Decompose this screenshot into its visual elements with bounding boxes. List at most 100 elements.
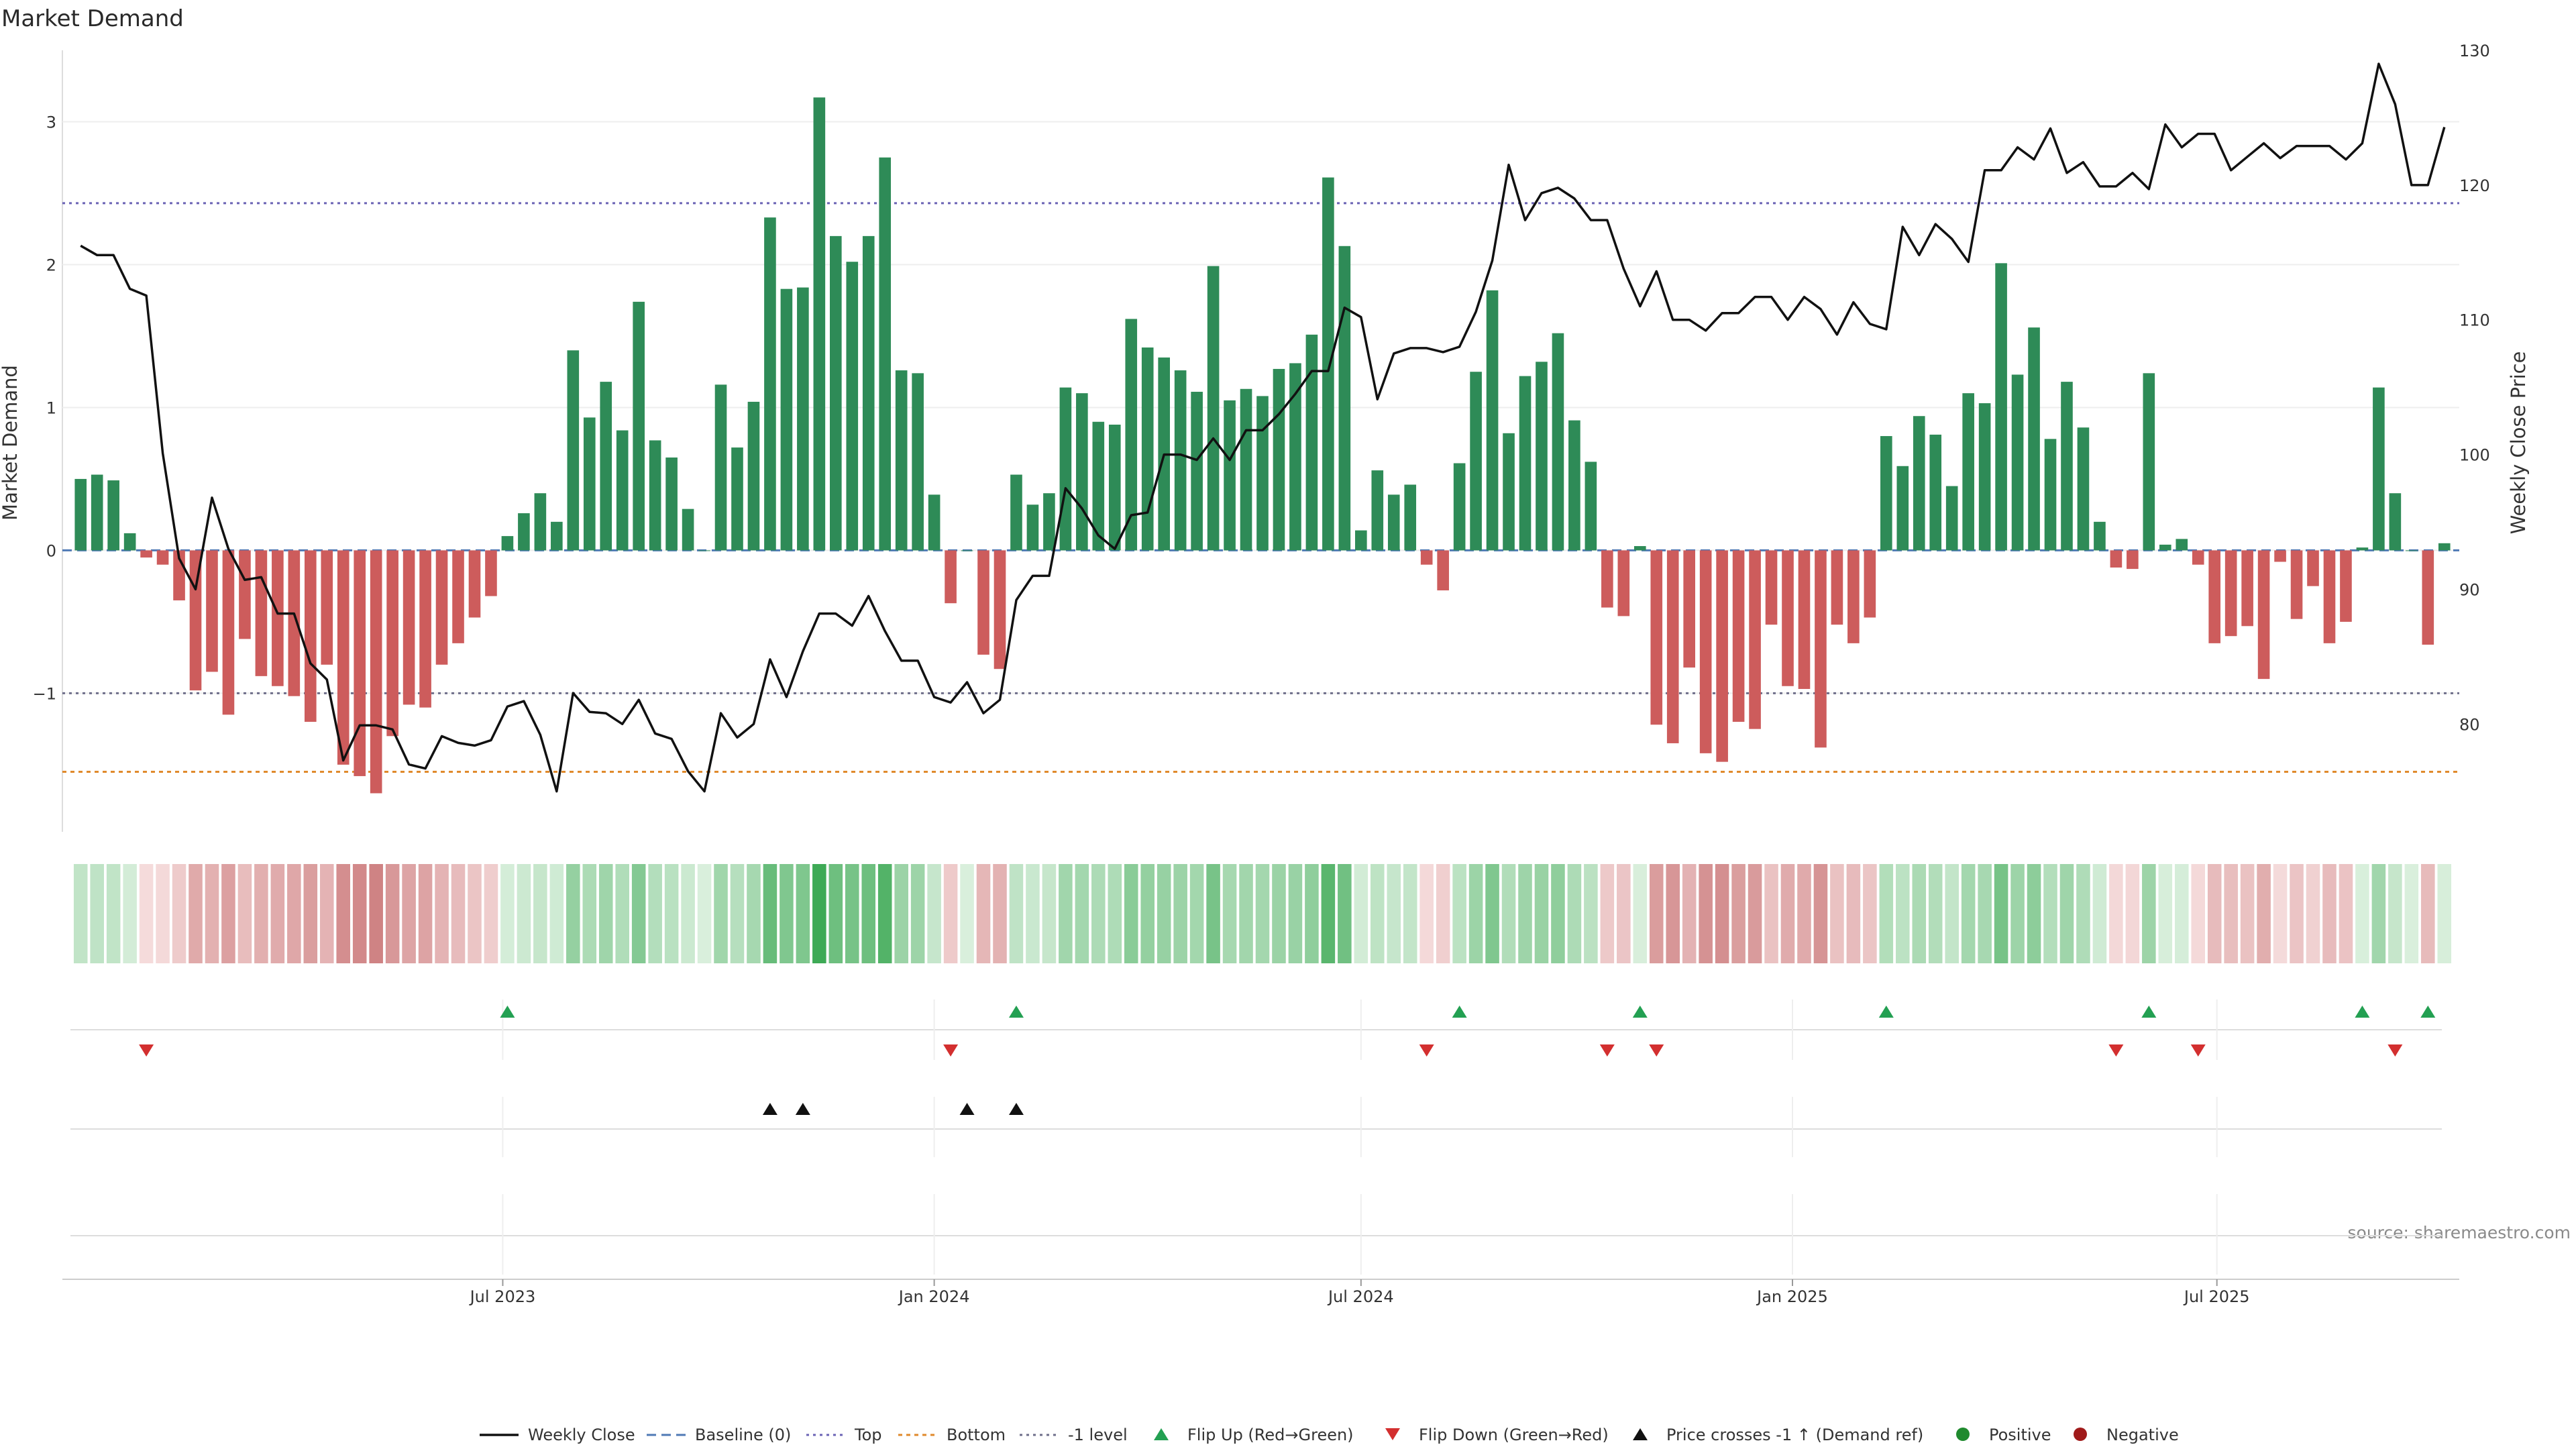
- demand-bar: [1273, 368, 1285, 551]
- demand-heat-cell: [189, 864, 203, 963]
- demand-heat-cell: [1387, 864, 1401, 963]
- legend-flip-down-swatch: [1385, 1428, 1400, 1440]
- demand-heat-cell: [106, 864, 121, 963]
- demand-heat-cell: [2010, 864, 2025, 963]
- demand-heat-cell: [796, 864, 810, 963]
- demand-heat-cell: [1075, 864, 1089, 963]
- demand-bar: [1633, 546, 1646, 551]
- demand-heat-cell: [730, 864, 745, 963]
- demand-heat-cell: [780, 864, 794, 963]
- demand-heat-cell: [1108, 864, 1122, 963]
- demand-bar: [764, 217, 776, 551]
- demand-heat-cell: [1485, 864, 1499, 963]
- demand-heat-cell: [1222, 864, 1237, 963]
- demand-bar: [2028, 327, 2040, 551]
- demand-heat-cell: [927, 864, 941, 963]
- demand-bar: [1601, 550, 1613, 608]
- source-note: source: sharemaestro.com: [2348, 1223, 2571, 1242]
- demand-bar: [945, 550, 957, 604]
- demand-bar: [1224, 400, 1236, 551]
- demand-heat-cell: [1896, 864, 1910, 963]
- demand-heat-cell: [205, 864, 219, 963]
- flip-up-marker: [1008, 1006, 1024, 1018]
- demand-heat-cell: [2339, 864, 2353, 963]
- demand-bar: [288, 550, 301, 696]
- demand-bar: [1010, 474, 1022, 551]
- demand-bar: [1995, 263, 2007, 551]
- demand-heat-cell: [747, 864, 761, 963]
- demand-heat-cell: [1797, 864, 1811, 963]
- demand-heat-cell: [549, 864, 564, 963]
- legend-label: Flip Down (Green→Red): [1419, 1426, 1609, 1444]
- demand-heat-cell: [172, 864, 186, 963]
- demand-heat-cell: [1009, 864, 1024, 963]
- demand-heat-cell: [435, 864, 449, 963]
- demand-bar: [2143, 373, 2155, 551]
- demand-bar: [583, 417, 596, 551]
- demand-heat-cell: [1338, 864, 1352, 963]
- demand-heat-cell: [1699, 864, 1713, 963]
- demand-heat-cell: [1354, 864, 1368, 963]
- demand-heat-cell: [254, 864, 268, 963]
- demand-heat-cell: [1813, 864, 1828, 963]
- demand-bar: [1732, 550, 1745, 722]
- demand-bar: [1749, 550, 1761, 729]
- left-tick-label: 0: [46, 541, 56, 560]
- demand-bar: [2257, 550, 2270, 680]
- flip-up-marker: [2420, 1006, 2436, 1018]
- demand-heat-cell: [648, 864, 662, 963]
- chart-title: Market Demand: [1, 5, 184, 32]
- demand-heat-cell: [812, 864, 826, 963]
- demand-heat-cell: [1617, 864, 1631, 963]
- legend-label: Top: [854, 1426, 882, 1444]
- flip-up-marker: [500, 1006, 515, 1018]
- demand-bar: [994, 550, 1006, 669]
- demand-heat-cell: [2043, 864, 2057, 963]
- demand-bar: [1453, 463, 1466, 551]
- demand-bar: [1617, 550, 1630, 616]
- demand-bar: [1387, 494, 1400, 551]
- flip-down-marker: [1419, 1044, 1434, 1057]
- demand-heat-cell: [2174, 864, 2189, 963]
- demand-heat-cell: [90, 864, 104, 963]
- demand-bar: [402, 550, 415, 705]
- demand-heat-cell: [2404, 864, 2419, 963]
- demand-bar: [977, 550, 989, 655]
- demand-heat-cell: [500, 864, 515, 963]
- demand-bar: [1108, 425, 1121, 551]
- demand-bar: [928, 494, 941, 551]
- demand-bar: [1355, 530, 1367, 551]
- demand-heat-cell: [828, 864, 843, 963]
- legend-flip-up-swatch: [1154, 1428, 1169, 1440]
- demand-heat-cell: [1059, 864, 1073, 963]
- demand-heat-cell: [714, 864, 728, 963]
- demand-heat-cell: [2191, 864, 2206, 963]
- demand-bar: [567, 350, 580, 551]
- demand-bar: [1256, 396, 1269, 551]
- right-tick-label: 80: [2459, 715, 2480, 734]
- demand-bar: [354, 550, 366, 776]
- demand-heat-cell: [139, 864, 154, 963]
- demand-bar: [1683, 550, 1696, 668]
- demand-heat-cell: [1518, 864, 1532, 963]
- demand-heat-cell: [1371, 864, 1385, 963]
- demand-bar: [2044, 439, 2057, 551]
- x-tick-label: Jul 2023: [469, 1287, 536, 1306]
- demand-bar: [879, 157, 892, 551]
- demand-bar: [2340, 550, 2352, 622]
- demand-bar: [2290, 550, 2303, 619]
- demand-bar: [1831, 550, 1843, 625]
- demand-bar: [1864, 550, 1876, 618]
- weekly-close-line: [80, 62, 2446, 793]
- demand-bar: [698, 550, 710, 551]
- demand-bar: [1437, 550, 1449, 591]
- demand-heat-cell: [1403, 864, 1417, 963]
- demand-heat-cell: [1731, 864, 1746, 963]
- demand-heat-cell: [303, 864, 318, 963]
- demand-heat-cell: [1682, 864, 1697, 963]
- demand-bar: [91, 474, 103, 551]
- demand-bar: [2011, 374, 2024, 551]
- left-tick-label: 1: [46, 398, 56, 417]
- demand-heat-cell: [664, 864, 679, 963]
- x-tick-label: Jul 2024: [1327, 1287, 1394, 1306]
